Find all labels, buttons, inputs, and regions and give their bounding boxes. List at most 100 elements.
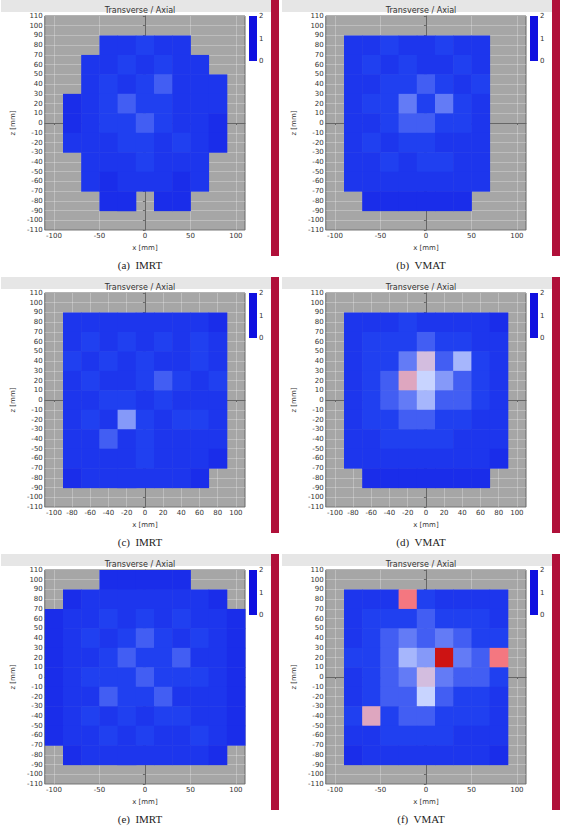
svg-text:-40: -40: [31, 435, 42, 443]
svg-text:40: 40: [34, 80, 43, 88]
svg-text:50: 50: [34, 624, 43, 632]
svg-text:-10: -10: [31, 683, 42, 691]
svg-text:-10: -10: [312, 683, 323, 691]
svg-text:90: 90: [315, 308, 324, 316]
svg-text:-30: -30: [31, 702, 42, 710]
svg-text:Transverse / Axial: Transverse / Axial: [104, 283, 176, 292]
svg-text:x [mm]: x [mm]: [132, 798, 158, 806]
svg-text:-100: -100: [27, 493, 43, 501]
svg-text:-20: -20: [312, 693, 323, 701]
svg-text:-50: -50: [31, 168, 42, 176]
svg-text:z [mm]: z [mm]: [290, 110, 298, 135]
svg-text:110: 110: [29, 566, 42, 574]
svg-text:-20: -20: [312, 416, 323, 424]
svg-text:90: 90: [34, 585, 43, 593]
svg-text:60: 60: [34, 61, 43, 69]
svg-text:100: 100: [29, 576, 42, 584]
svg-text:-90: -90: [312, 207, 323, 215]
svg-text:40: 40: [315, 357, 324, 365]
svg-text:40: 40: [315, 80, 324, 88]
svg-text:110: 110: [310, 289, 323, 297]
svg-text:-20: -20: [312, 139, 323, 147]
svg-text:40: 40: [458, 509, 467, 517]
svg-text:0: 0: [259, 611, 263, 619]
svg-text:-60: -60: [85, 509, 96, 517]
svg-text:60: 60: [476, 509, 485, 517]
svg-text:1: 1: [540, 589, 544, 597]
svg-text:-50: -50: [375, 786, 386, 794]
svg-text:50: 50: [315, 347, 324, 355]
svg-text:30: 30: [34, 90, 43, 98]
svg-text:30: 30: [315, 644, 324, 652]
svg-text:-100: -100: [327, 786, 343, 794]
svg-text:-70: -70: [312, 741, 323, 749]
svg-text:90: 90: [315, 585, 324, 593]
svg-text:-80: -80: [347, 509, 358, 517]
svg-text:-60: -60: [31, 731, 42, 739]
svg-text:-100: -100: [27, 770, 43, 778]
svg-text:0: 0: [540, 57, 544, 65]
svg-text:-60: -60: [31, 177, 42, 185]
svg-text:0: 0: [540, 334, 544, 342]
svg-text:110: 110: [29, 12, 42, 20]
svg-text:-90: -90: [31, 484, 42, 492]
svg-text:20: 20: [34, 377, 43, 385]
svg-text:-10: -10: [31, 129, 42, 137]
svg-text:60: 60: [315, 615, 324, 623]
svg-text:x [mm]: x [mm]: [413, 521, 439, 529]
svg-text:0: 0: [143, 786, 147, 794]
svg-text:10: 10: [34, 109, 43, 117]
svg-text:100: 100: [310, 22, 323, 30]
svg-text:-70: -70: [31, 187, 42, 195]
svg-text:-80: -80: [312, 751, 323, 759]
svg-text:-100: -100: [308, 493, 324, 501]
svg-text:-50: -50: [312, 168, 323, 176]
svg-text:-50: -50: [375, 232, 386, 240]
svg-text:x [mm]: x [mm]: [413, 798, 439, 806]
svg-text:40: 40: [315, 634, 324, 642]
svg-text:0: 0: [259, 57, 263, 65]
svg-text:60: 60: [34, 338, 43, 346]
svg-text:-20: -20: [121, 509, 132, 517]
svg-text:1: 1: [259, 35, 263, 43]
svg-text:-60: -60: [312, 454, 323, 462]
svg-text:-90: -90: [312, 484, 323, 492]
svg-text:2: 2: [259, 289, 263, 297]
svg-text:-40: -40: [312, 712, 323, 720]
svg-text:-90: -90: [31, 207, 42, 215]
svg-text:40: 40: [34, 357, 43, 365]
svg-text:100: 100: [29, 299, 42, 307]
svg-text:30: 30: [34, 644, 43, 652]
svg-text:110: 110: [310, 12, 323, 20]
svg-text:1: 1: [540, 35, 544, 43]
svg-text:-110: -110: [27, 780, 43, 788]
svg-text:90: 90: [34, 31, 43, 39]
svg-text:80: 80: [315, 318, 324, 326]
svg-text:20: 20: [315, 377, 324, 385]
svg-text:50: 50: [315, 624, 324, 632]
svg-text:-10: -10: [312, 406, 323, 414]
svg-text:70: 70: [34, 51, 43, 59]
svg-text:-100: -100: [46, 509, 62, 517]
svg-text:z [mm]: z [mm]: [9, 664, 17, 689]
svg-text:50: 50: [186, 232, 195, 240]
svg-text:0: 0: [424, 509, 428, 517]
svg-text:-20: -20: [402, 509, 413, 517]
svg-text:-10: -10: [31, 406, 42, 414]
svg-text:70: 70: [315, 328, 324, 336]
svg-text:20: 20: [440, 509, 449, 517]
svg-text:-110: -110: [308, 226, 324, 234]
svg-text:70: 70: [34, 605, 43, 613]
svg-text:10: 10: [315, 109, 324, 117]
svg-text:70: 70: [315, 605, 324, 613]
svg-text:-100: -100: [27, 216, 43, 224]
svg-text:100: 100: [510, 232, 523, 240]
svg-text:110: 110: [310, 566, 323, 574]
svg-text:0: 0: [319, 119, 323, 127]
svg-text:-90: -90: [31, 761, 42, 769]
svg-text:30: 30: [315, 90, 324, 98]
svg-text:z [mm]: z [mm]: [290, 664, 298, 689]
svg-text:50: 50: [186, 786, 195, 794]
svg-text:10: 10: [34, 663, 43, 671]
svg-text:-80: -80: [31, 197, 42, 205]
